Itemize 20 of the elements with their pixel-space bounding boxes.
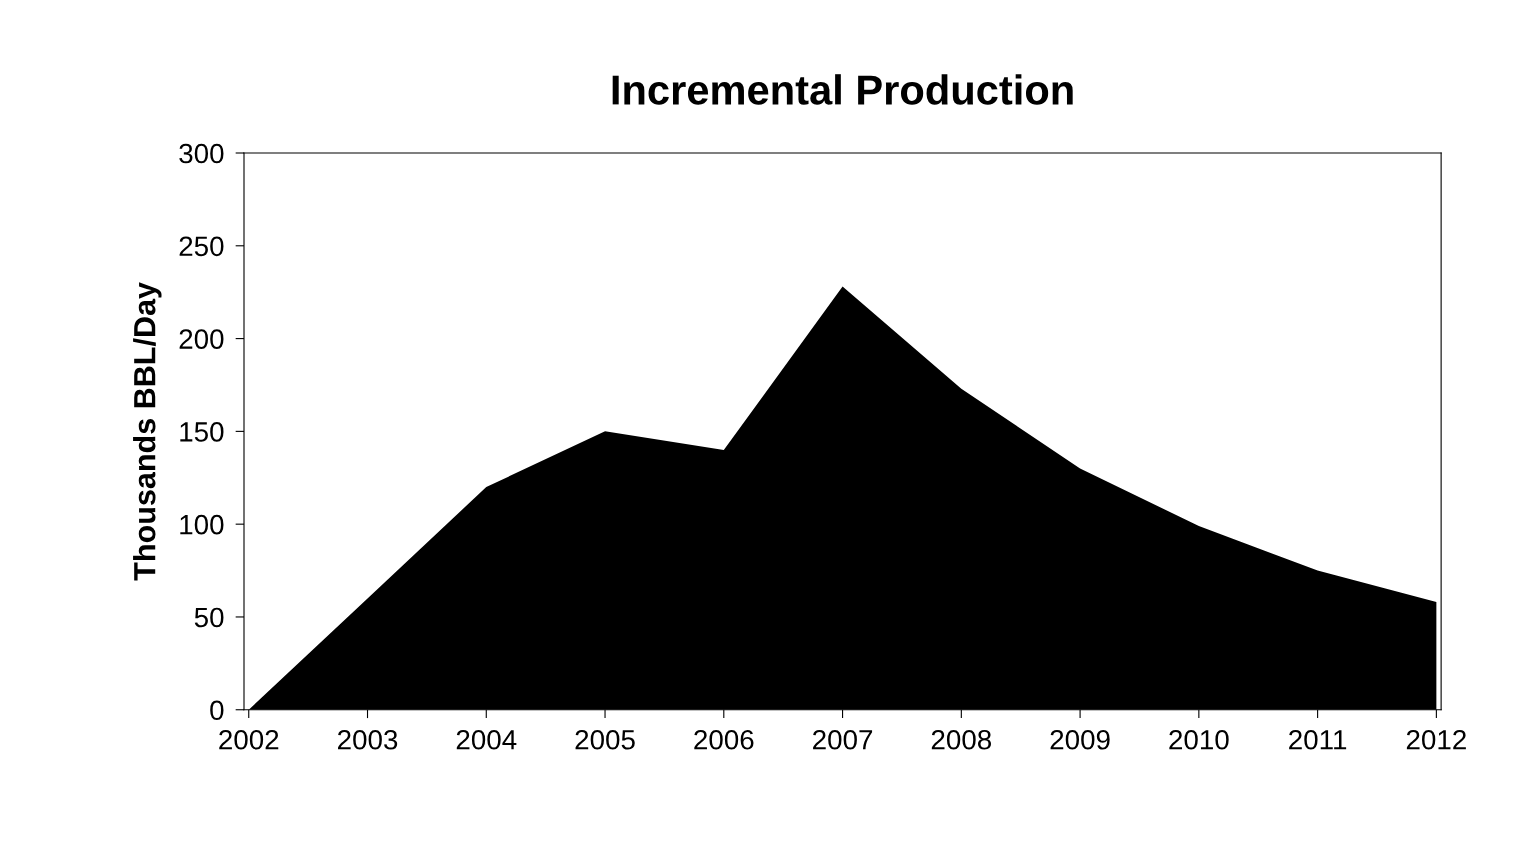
- x-tick-label: 2003: [338, 729, 398, 750]
- y-tick-label: 200: [179, 329, 224, 349]
- x-tick-label: 2002: [219, 729, 279, 750]
- x-tick-label: 2006: [694, 729, 754, 750]
- x-tick-label: 2011: [1289, 729, 1347, 750]
- y-axis-title: Thousands BBL/Day: [133, 282, 162, 581]
- x-tick-label: 2004: [456, 729, 517, 750]
- x-tick-label: 2009: [1050, 729, 1110, 750]
- x-tick-label: 2007: [813, 729, 873, 750]
- y-tick-label: 0: [210, 700, 224, 721]
- x-tick-label: 2005: [575, 729, 635, 750]
- y-tick-label: 300: [179, 143, 224, 164]
- y-tick-label: 250: [179, 236, 224, 257]
- x-tick-label: 2012: [1406, 729, 1466, 750]
- chart-title: Incremental Production: [612, 74, 1073, 105]
- y-tick-label: 50: [194, 607, 224, 628]
- x-tick-label: 2008: [931, 729, 992, 750]
- y-tick-label: 100: [180, 514, 224, 535]
- x-tick-label: 2010: [1169, 729, 1229, 750]
- y-tick-label: 150: [180, 422, 224, 442]
